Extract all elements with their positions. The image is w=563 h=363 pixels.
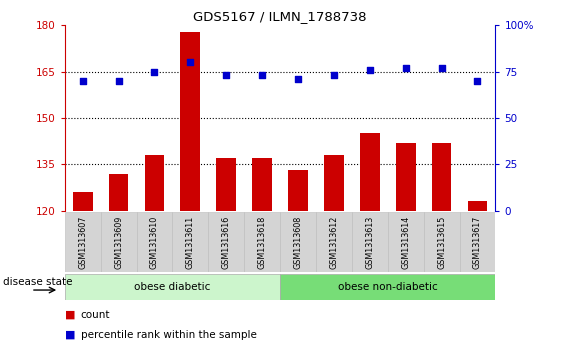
Text: GSM1313613: GSM1313613 [365, 216, 374, 269]
Text: GSM1313615: GSM1313615 [437, 216, 446, 269]
Bar [424, 212, 459, 272]
Bar [172, 212, 208, 272]
Bar [208, 212, 244, 272]
Bar [432, 143, 452, 211]
Bar [459, 212, 495, 272]
Text: disease state: disease state [3, 277, 72, 287]
Bar [137, 212, 172, 272]
Text: percentile rank within the sample: percentile rank within the sample [81, 330, 256, 340]
Bar [252, 158, 272, 211]
Bar [73, 192, 92, 211]
Point [150, 69, 159, 75]
Point [293, 76, 302, 82]
Bar [109, 174, 128, 211]
Bar [352, 212, 388, 272]
Text: GSM1313608: GSM1313608 [293, 216, 302, 269]
Bar [244, 212, 280, 272]
Bar [101, 212, 137, 272]
Text: GSM1313617: GSM1313617 [473, 216, 482, 269]
Text: obese diabetic: obese diabetic [134, 282, 211, 292]
Bar [288, 170, 308, 211]
Text: GSM1313612: GSM1313612 [329, 216, 338, 269]
Text: GSM1313616: GSM1313616 [222, 216, 231, 269]
Point [329, 73, 338, 78]
Text: GSM1313607: GSM1313607 [78, 216, 87, 269]
Bar [280, 212, 316, 272]
Bar [280, 274, 495, 300]
Bar [181, 32, 200, 211]
Bar [396, 143, 415, 211]
Point [437, 65, 446, 71]
Text: GSM1313611: GSM1313611 [186, 216, 195, 269]
Point [473, 78, 482, 84]
Bar [316, 212, 352, 272]
Point [186, 60, 195, 65]
Bar [388, 212, 424, 272]
Text: GSM1313609: GSM1313609 [114, 216, 123, 269]
Text: count: count [81, 310, 110, 320]
Text: ■: ■ [65, 330, 75, 340]
Point [222, 73, 231, 78]
Bar [65, 212, 101, 272]
Point [365, 67, 374, 73]
Point [258, 73, 267, 78]
Text: GSM1313618: GSM1313618 [258, 216, 267, 269]
Point [114, 78, 123, 84]
Bar [324, 155, 344, 211]
Bar [216, 158, 236, 211]
Text: obese non-diabetic: obese non-diabetic [338, 282, 437, 292]
Text: ■: ■ [65, 310, 75, 320]
Bar [65, 274, 280, 300]
Text: GSM1313610: GSM1313610 [150, 216, 159, 269]
Title: GDS5167 / ILMN_1788738: GDS5167 / ILMN_1788738 [193, 10, 367, 23]
Point [78, 78, 87, 84]
Text: GSM1313614: GSM1313614 [401, 216, 410, 269]
Bar [360, 134, 379, 211]
Point [401, 65, 410, 71]
Bar [468, 201, 488, 211]
Bar [145, 155, 164, 211]
